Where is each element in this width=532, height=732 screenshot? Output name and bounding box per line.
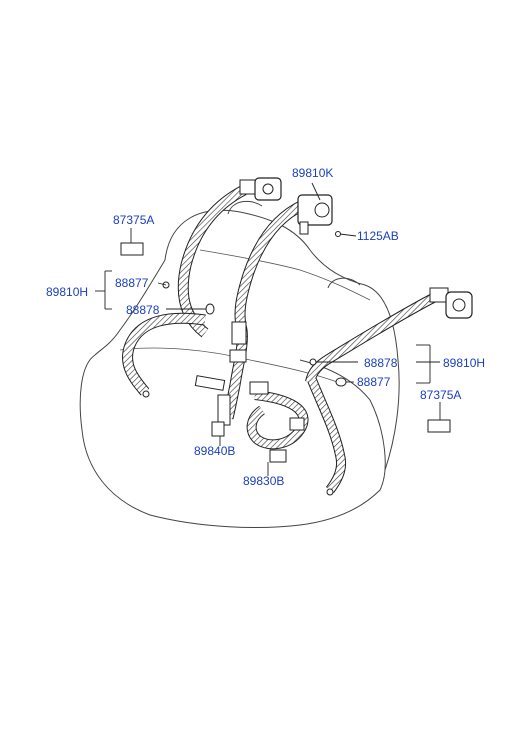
callout-88877-left: 88877: [115, 276, 149, 290]
right-retractor: [429, 287, 473, 319]
callout-1125AB: 1125AB: [357, 229, 399, 243]
center-retractor: [297, 194, 341, 237]
seat-cushion-outline: [79, 354, 386, 529]
callout-88877-right: 88877: [357, 375, 391, 389]
buckle-89840B: [194, 375, 231, 437]
callout-89810H-left: 89810H: [46, 285, 89, 299]
headrest-left: [227, 200, 263, 215]
callout-89840B: 89840B: [194, 444, 236, 458]
part-87375A-left: [120, 242, 144, 256]
callout-88878-right: 88878: [364, 356, 398, 370]
seat-back-left-edge: [94, 259, 166, 356]
left-retractor: [239, 177, 282, 201]
callout-87375A-left: 87375A: [113, 213, 155, 227]
part-88877-right: [335, 377, 347, 387]
callout-87375A-right: 87375A: [420, 388, 462, 402]
left-lower-anchor: [142, 390, 150, 398]
leader-lines: [95, 182, 441, 476]
headrest-right: [327, 277, 361, 289]
callout-89830B: 89830B: [243, 474, 285, 488]
part-88878-left: [205, 303, 215, 315]
callout-89810H-right: 89810H: [443, 356, 486, 370]
right-lower-anchor: [326, 488, 334, 496]
seat-back-lower-seam: [199, 249, 371, 301]
callout-89810K: 89810K: [292, 166, 334, 180]
center-buckle-tongue: [229, 321, 247, 363]
part-88878-right: [309, 358, 317, 366]
seat-cushion-top-seam: [119, 347, 346, 386]
callout-88878-left: 88878: [126, 303, 160, 317]
part-87375A-right: [427, 419, 451, 433]
buckle-89830B: [249, 381, 305, 463]
